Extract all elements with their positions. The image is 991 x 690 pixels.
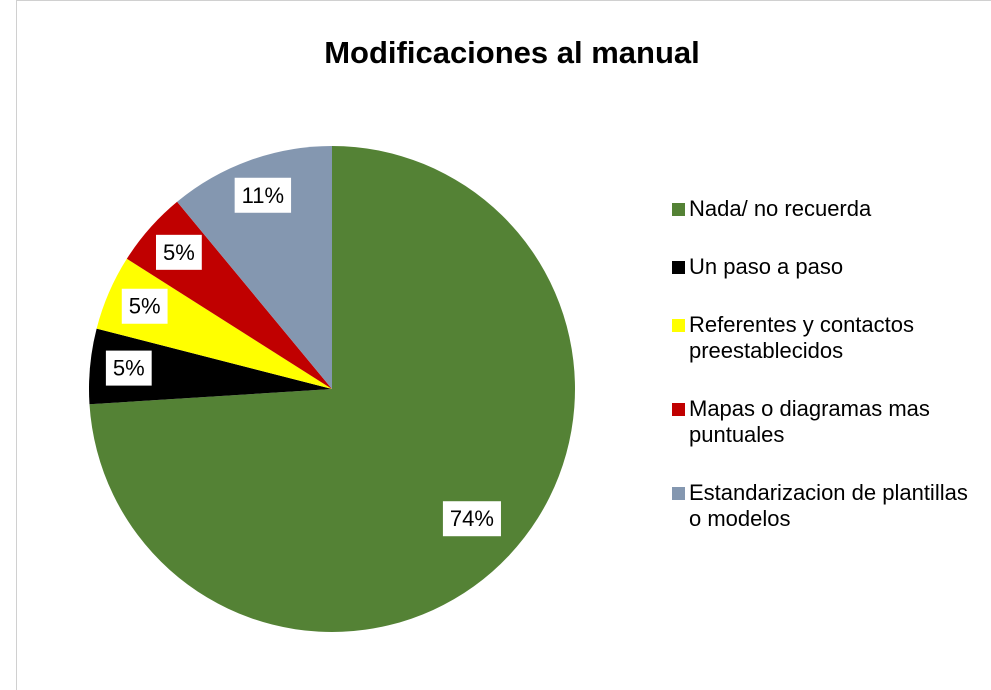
- data-label-box: [155, 234, 202, 270]
- data-label: 11%: [242, 183, 284, 208]
- data-label-box: [442, 501, 501, 537]
- data-label: 5%: [113, 356, 145, 381]
- pie-slice: [177, 146, 332, 389]
- legend-label: Estandarizacion de plantillas o modelos: [689, 480, 968, 531]
- legend-item: Un paso a paso: [670, 254, 970, 280]
- legend-label: Un paso a paso: [689, 254, 844, 279]
- data-label: 74%: [450, 506, 494, 531]
- data-label: 5%: [129, 294, 161, 319]
- legend-label: Nada/ no recuerda: [689, 196, 872, 221]
- legend-swatch: [672, 319, 685, 332]
- legend-item: Mapas o diagramas mas puntuales: [670, 396, 970, 448]
- data-label: 5%: [163, 240, 195, 265]
- legend-swatch: [672, 487, 685, 500]
- chart-border: [16, 0, 991, 690]
- data-label-box: [234, 177, 292, 213]
- legend-swatch: [672, 403, 685, 416]
- legend-item: Nada/ no recuerda: [670, 196, 970, 222]
- legend-item: Referentes y contactos preestablecidos: [670, 312, 970, 364]
- legend: Nada/ no recuerda Un paso a paso Referente…: [670, 196, 970, 564]
- legend-label: Referentes y contactos preestablecidos: [689, 312, 915, 363]
- legend-swatch: [672, 203, 685, 216]
- legend-swatch: [672, 261, 685, 274]
- legend-item: Estandarizacion de plantillas o modelos: [670, 480, 970, 532]
- data-label-box: [121, 288, 168, 324]
- data-label-box: [105, 350, 152, 386]
- chart-title: Modificaciones al manual: [324, 35, 700, 70]
- legend-label: Mapas o diagramas mas puntuales: [689, 396, 930, 447]
